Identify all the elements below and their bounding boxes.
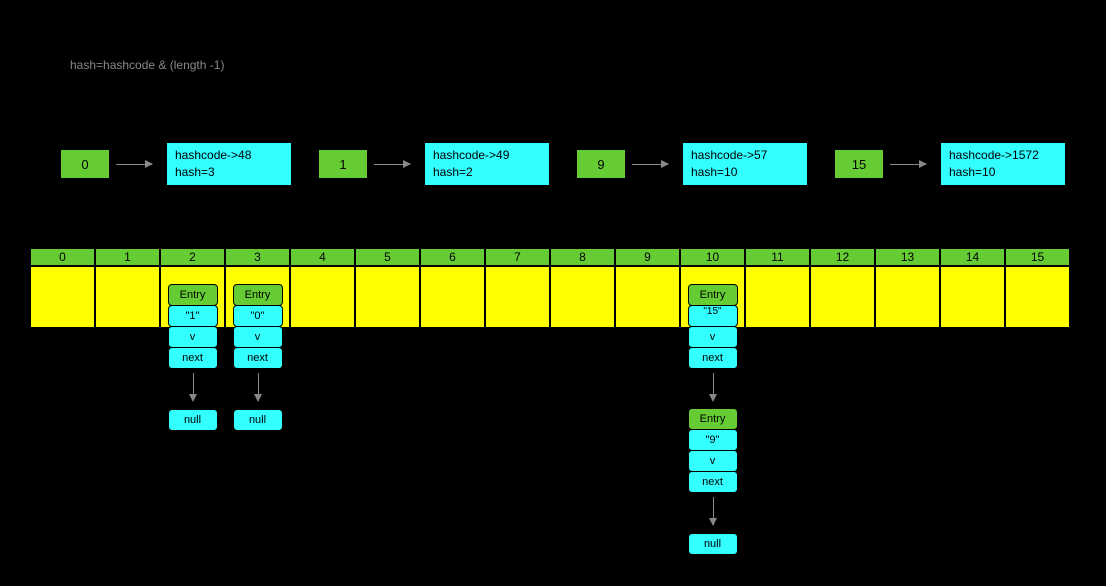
entry-stack-0-arrow-next xyxy=(193,373,194,401)
bucket-col-4: 4 xyxy=(290,248,355,328)
bucket-header-13: 13 xyxy=(875,248,940,266)
bucket-col-14: 14 xyxy=(940,248,1005,328)
bucket-body-9 xyxy=(615,266,680,328)
arrow-key-to-hash-3 xyxy=(890,164,926,165)
entry-stack-2: Entry"15"vnext xyxy=(688,285,738,369)
bucket-col-5: 5 xyxy=(355,248,420,328)
arrow-key-to-hash-0 xyxy=(116,164,152,165)
entry-stack-2-chain-row-0: Entry xyxy=(688,408,738,430)
bucket-col-0: 0 xyxy=(30,248,95,328)
entry-stack-0-row-3: next xyxy=(168,347,218,369)
bucket-body-1 xyxy=(95,266,160,328)
bucket-header-0: 0 xyxy=(30,248,95,266)
bucket-header-10: 10 xyxy=(680,248,745,266)
bucket-body-13 xyxy=(875,266,940,328)
entry-stack-2-chain-null: null xyxy=(688,533,738,555)
hashcode-line: hashcode->1572 xyxy=(949,147,1057,164)
hash-key-1: 1 xyxy=(318,149,368,179)
hashcode-line: hashcode->57 xyxy=(691,147,799,164)
arrow-key-to-hash-2 xyxy=(632,164,668,165)
entry-stack-1-row-0: Entry xyxy=(233,284,283,306)
entry-stack-2-row-0: Entry xyxy=(688,284,738,306)
entry-stack-1-row-3: next xyxy=(233,347,283,369)
hash-box-1: hashcode->49hash=2 xyxy=(424,142,550,186)
entry-stack-0: Entry"1"vnext xyxy=(168,285,218,369)
bucket-col-1: 1 xyxy=(95,248,160,328)
bucket-body-7 xyxy=(485,266,550,328)
entry-stack-1-arrow-next xyxy=(258,373,259,401)
hash-box-3: hashcode->1572hash=10 xyxy=(940,142,1066,186)
hash-key-2: 9 xyxy=(576,149,626,179)
bucket-header-4: 4 xyxy=(290,248,355,266)
bucket-body-8 xyxy=(550,266,615,328)
entry-stack-2-row-3: next xyxy=(688,347,738,369)
bucket-header-5: 5 xyxy=(355,248,420,266)
bucket-header-15: 15 xyxy=(1005,248,1070,266)
entry-stack-2-row-1: "15" xyxy=(688,305,738,327)
entry-stack-2-arrow-next xyxy=(713,373,714,401)
bucket-body-11 xyxy=(745,266,810,328)
bucket-body-15 xyxy=(1005,266,1070,328)
entry-stack-2-row-2: v xyxy=(688,326,738,348)
hash-key-3: 15 xyxy=(834,149,884,179)
bucket-header-12: 12 xyxy=(810,248,875,266)
bucket-header-9: 9 xyxy=(615,248,680,266)
hash-line: hash=3 xyxy=(175,164,283,181)
hashcode-line: hashcode->48 xyxy=(175,147,283,164)
bucket-header-14: 14 xyxy=(940,248,1005,266)
arrow-key-to-hash-1 xyxy=(374,164,410,165)
entry-stack-2-chain-row-1: "9" xyxy=(688,429,738,451)
hashcode-line: hashcode->49 xyxy=(433,147,541,164)
entry-stack-1-row-1: "0" xyxy=(233,305,283,327)
bucket-col-11: 11 xyxy=(745,248,810,328)
hash-line: hash=2 xyxy=(433,164,541,181)
entry-stack-2-chain-arrow-next xyxy=(713,497,714,525)
bucket-header-8: 8 xyxy=(550,248,615,266)
hash-line: hash=10 xyxy=(691,164,799,181)
bucket-col-13: 13 xyxy=(875,248,940,328)
bucket-col-7: 7 xyxy=(485,248,550,328)
bucket-col-6: 6 xyxy=(420,248,485,328)
entry-stack-0-row-0: Entry xyxy=(168,284,218,306)
entry-stack-0-null: null xyxy=(168,409,218,431)
bucket-body-5 xyxy=(355,266,420,328)
bucket-body-14 xyxy=(940,266,1005,328)
hash-key-0: 0 xyxy=(60,149,110,179)
bucket-header-3: 3 xyxy=(225,248,290,266)
entry-stack-2-chain: Entry"9"vnext xyxy=(688,409,738,493)
entry-stack-0-row-2: v xyxy=(168,326,218,348)
bucket-col-8: 8 xyxy=(550,248,615,328)
bucket-col-15: 15 xyxy=(1005,248,1070,328)
hash-box-2: hashcode->57hash=10 xyxy=(682,142,808,186)
bucket-body-12 xyxy=(810,266,875,328)
bucket-header-6: 6 xyxy=(420,248,485,266)
bucket-body-4 xyxy=(290,266,355,328)
entry-stack-1: Entry"0"vnext xyxy=(233,285,283,369)
entry-stack-0-row-1: "1" xyxy=(168,305,218,327)
entry-stack-2-chain-row-3: next xyxy=(688,471,738,493)
hash-line: hash=10 xyxy=(949,164,1057,181)
bucket-body-0 xyxy=(30,266,95,328)
bucket-header-11: 11 xyxy=(745,248,810,266)
hash-formula: hash=hashcode & (length -1) xyxy=(70,58,224,72)
bucket-header-2: 2 xyxy=(160,248,225,266)
entry-stack-1-row-2: v xyxy=(233,326,283,348)
bucket-header-7: 7 xyxy=(485,248,550,266)
bucket-col-12: 12 xyxy=(810,248,875,328)
entry-stack-2-chain-row-2: v xyxy=(688,450,738,472)
bucket-header-1: 1 xyxy=(95,248,160,266)
bucket-col-9: 9 xyxy=(615,248,680,328)
hash-box-0: hashcode->48hash=3 xyxy=(166,142,292,186)
entry-stack-1-null: null xyxy=(233,409,283,431)
bucket-body-6 xyxy=(420,266,485,328)
